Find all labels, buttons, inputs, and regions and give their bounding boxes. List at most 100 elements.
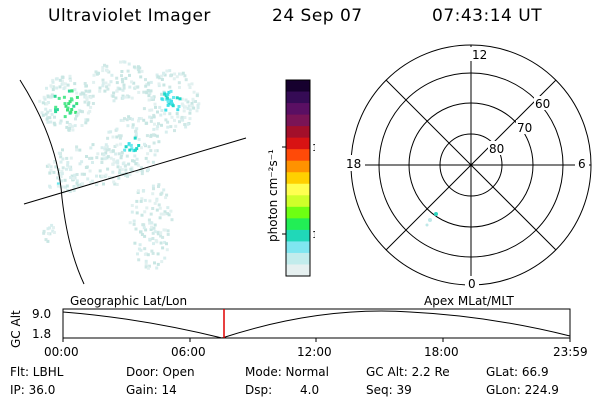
aurora-pixel [75, 148, 79, 152]
aurora-pixel [175, 112, 179, 116]
aurora-pixel [100, 157, 104, 161]
aurora-pixel [166, 212, 169, 216]
aurora-pixel [147, 81, 151, 85]
aurora-pixel [134, 85, 138, 89]
aurora-pixel [162, 83, 166, 87]
dsp-value: 4.0 [300, 383, 320, 397]
aurora-pixel [143, 234, 147, 238]
aurora-pixel [85, 165, 89, 169]
aurora-pixel [105, 64, 109, 68]
ip-readout: IP: 36.0 [10, 383, 56, 397]
aurora-pixel [111, 149, 115, 153]
aurora-pixel [80, 172, 84, 176]
aurora-pixel [65, 120, 69, 124]
aurora-pixel [96, 152, 100, 156]
aurora-pixel [180, 97, 184, 101]
aurora-pixel [152, 187, 155, 191]
aurora-pixel [162, 188, 166, 192]
aurora-pixel [91, 102, 95, 105]
aurora-pixel [106, 136, 110, 140]
aurora-pixel [124, 76, 128, 80]
aurora-pixel [169, 89, 173, 93]
aurora-pixel [147, 218, 151, 222]
aurora-pixel [111, 170, 115, 174]
aurora-pixel [132, 81, 136, 85]
aurora-pixel [124, 95, 128, 99]
aurora-pixel [68, 100, 72, 104]
aurora-pixel [167, 213, 171, 217]
aurora-pixel [75, 179, 79, 183]
aurora-pixel [73, 124, 77, 128]
aurora-pixel [160, 109, 164, 112]
aurora-pixel [183, 123, 187, 126]
aurora-pixel [49, 165, 53, 169]
aurora-pixel [191, 97, 195, 101]
aurora-pixel [70, 108, 74, 111]
colorbar-segment [286, 183, 310, 196]
aurora-pixel [81, 182, 84, 186]
orbit-timeline: GC Alt 9.0 1.8 [9, 307, 571, 348]
aurora-pixel [137, 90, 141, 94]
aurora-pixel [152, 127, 156, 131]
aurora-pixel [140, 233, 144, 236]
door-readout: Door: Open [126, 365, 195, 379]
aurora-pixel [109, 80, 113, 84]
aurora-pixel [66, 161, 70, 164]
aurora-pixel [134, 162, 138, 166]
aurora-pixel [161, 246, 165, 250]
aurora-pixel [98, 86, 102, 90]
time-label: 07:43:14 UT [432, 6, 543, 26]
aurora-pixel [49, 84, 53, 88]
aurora-pixel [154, 239, 158, 242]
aurora-pixel [166, 103, 170, 107]
aurora-pixel [104, 143, 108, 147]
aurora-pixel [152, 242, 155, 246]
aurora-pixel [80, 124, 84, 127]
aurora-pixel [197, 102, 201, 106]
aurora-pixel [150, 225, 153, 229]
aurora-pixel [95, 156, 99, 160]
aurora-pixel [73, 176, 77, 180]
aurora-pixel [54, 165, 58, 169]
aurora-pixel [92, 73, 96, 77]
aurora-pixel [160, 260, 164, 264]
glon-readout: GLon: 224.9 [486, 383, 559, 397]
aurora-pixel [81, 110, 84, 114]
timeline-left-title: Geographic Lat/Lon [70, 294, 188, 308]
colorbar-segment [286, 252, 310, 266]
aurora-pixel [173, 72, 177, 76]
aurora-pixel [178, 120, 181, 124]
aurora-pixel [139, 166, 143, 170]
aurora-pixel [156, 110, 159, 114]
aurora-pixel [158, 206, 162, 210]
aurora-pixel [168, 85, 172, 89]
aurora-pixel [63, 115, 67, 119]
aurora-pixel [183, 116, 187, 119]
aurora-pixel [57, 96, 61, 100]
aurora-pixel [119, 156, 123, 160]
aurora-pixel [166, 206, 170, 210]
aurora-pixel [160, 97, 164, 101]
aurora-pixel [128, 173, 132, 177]
aurora-pixel [44, 238, 48, 242]
aurora-pixel [150, 249, 154, 253]
aurora-pixel [46, 239, 50, 243]
aurora-pixel [186, 106, 190, 110]
aurora-pixel [158, 105, 162, 109]
aurora-pixel [118, 87, 122, 91]
aurora-pixel [53, 115, 56, 119]
aurora-pixel [135, 157, 139, 161]
aurora-pixel [106, 155, 110, 159]
aurora-pixel [167, 90, 171, 94]
lat-label-80: 80 [489, 142, 504, 156]
aurora-pixel [136, 163, 140, 167]
aurora-pixel [68, 74, 72, 78]
aurora-pixel [147, 168, 150, 172]
aurora-pixel [196, 106, 200, 110]
timeline-y-tick-1-8: 1.8 [32, 327, 51, 341]
aurora-pixel [153, 153, 157, 157]
aurora-pixel [164, 228, 167, 232]
aurora-pixel [75, 102, 79, 106]
aurora-pixel [136, 65, 140, 69]
aurora-pixel [134, 129, 138, 133]
